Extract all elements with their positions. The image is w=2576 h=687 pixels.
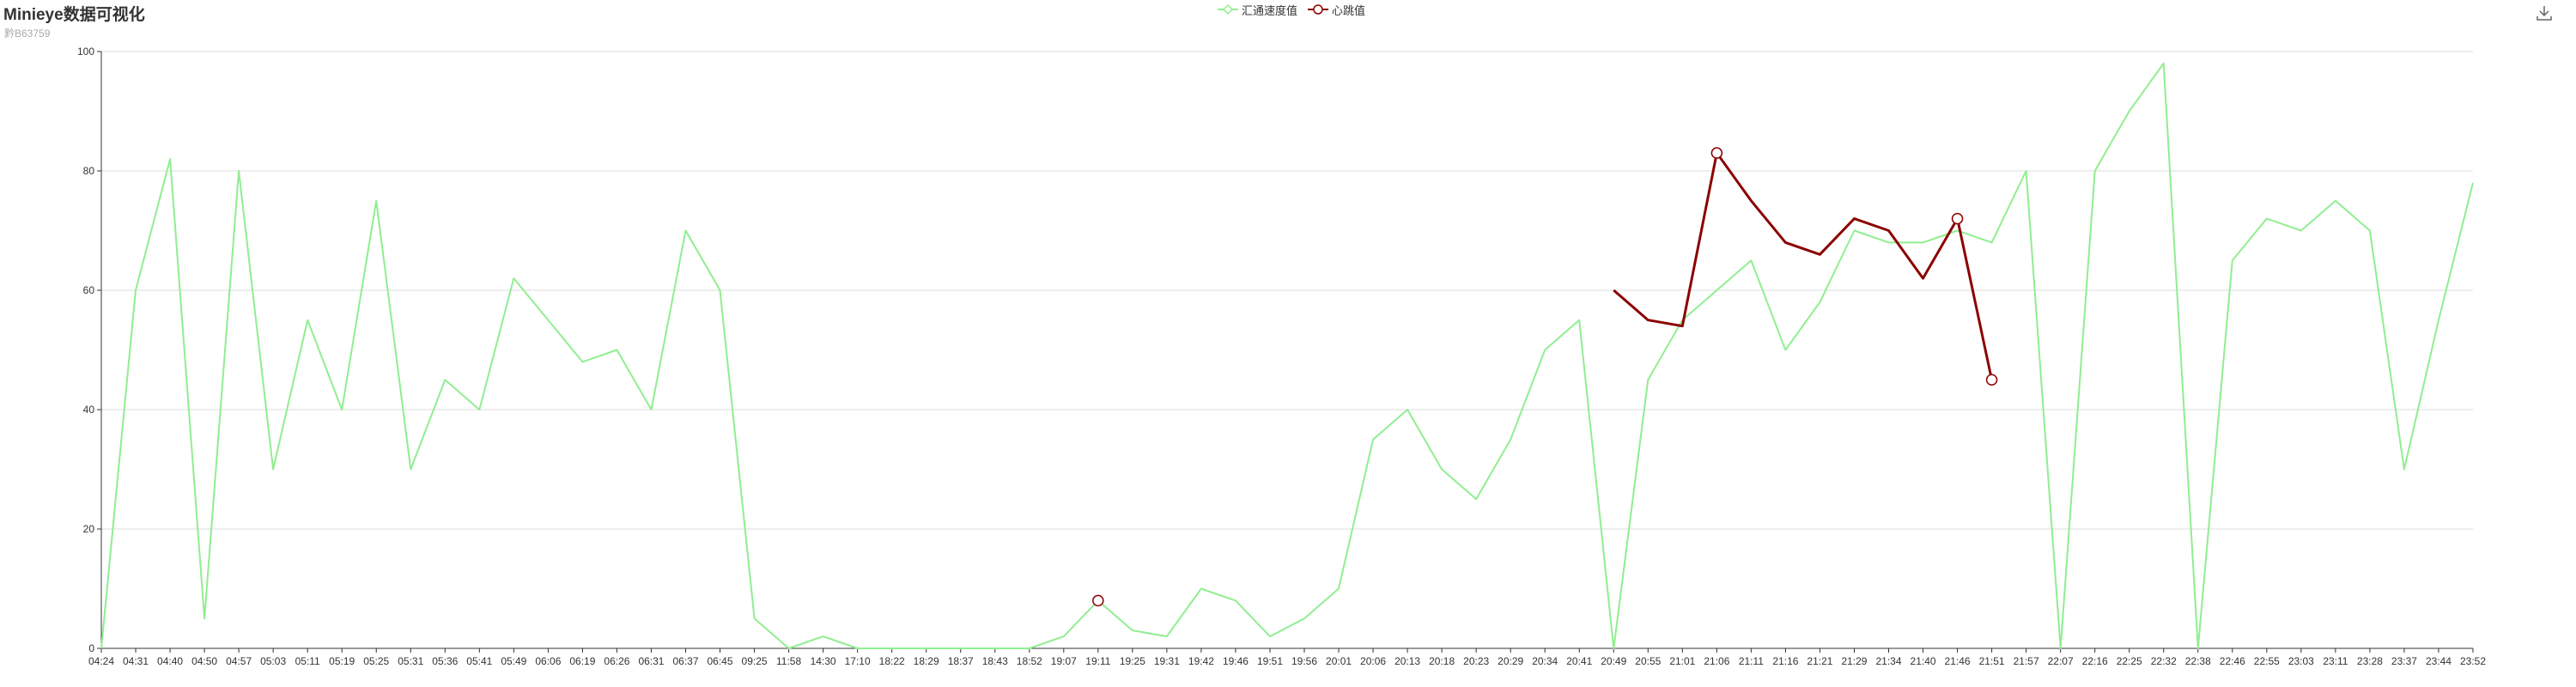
x-tick-label: 06:31	[638, 655, 664, 667]
x-tick-label: 05:36	[432, 655, 458, 667]
legend-label-series-1: 汇通速度值	[1242, 3, 1298, 17]
x-tick-label: 19:11	[1085, 655, 1110, 667]
x-tick-label: 05:49	[501, 655, 526, 667]
x-tick-label: 05:03	[260, 655, 286, 667]
x-tick-label: 04:50	[191, 655, 217, 667]
x-tick-label: 09:25	[742, 655, 768, 667]
x-tick-label: 06:19	[569, 655, 595, 667]
x-tick-label: 20:13	[1394, 655, 1420, 667]
x-tick-label: 18:22	[879, 655, 905, 667]
x-tick-label: 22:25	[2117, 655, 2142, 667]
x-tick-label: 19:25	[1120, 655, 1145, 667]
y-tick-label: 60	[83, 284, 95, 296]
x-tick-label: 18:52	[1017, 655, 1042, 667]
x-tick-label: 04:24	[88, 655, 114, 667]
x-tick-label: 19:51	[1257, 655, 1283, 667]
x-tick-label: 23:52	[2460, 655, 2486, 667]
chart-title: Minieye数据可视化	[3, 6, 145, 24]
x-tick-label: 23:37	[2391, 655, 2417, 667]
x-tick-label: 04:31	[123, 655, 149, 667]
x-tick-label: 22:38	[2185, 655, 2211, 667]
x-tick-label: 22:07	[2048, 655, 2074, 667]
x-tick-label: 20:49	[1601, 655, 1626, 667]
series-line-1	[100, 62, 2474, 649]
legend-label-series-2: 心跳值	[1332, 3, 1366, 17]
x-tick-label: 19:07	[1051, 655, 1077, 667]
x-tick-label: 05:11	[295, 655, 320, 667]
x-tick-label: 18:37	[948, 655, 974, 667]
x-tick-label: 21:40	[1911, 655, 1936, 667]
x-tick-label: 06:45	[708, 655, 733, 667]
x-tick-label: 20:55	[1635, 655, 1661, 667]
x-tick-label: 22:32	[2151, 655, 2177, 667]
x-tick-label: 05:41	[466, 655, 492, 667]
x-tick-label: 21:34	[1875, 655, 1901, 667]
x-tick-label: 20:06	[1360, 655, 1386, 667]
series-2-point[interactable]	[1092, 594, 1104, 607]
x-tick-label: 22:55	[2254, 655, 2280, 667]
x-tick-label: 21:29	[1841, 655, 1867, 667]
x-tick-label: 20:18	[1429, 655, 1455, 667]
download-icon[interactable]	[2535, 3, 2554, 22]
y-tick-label: 100	[77, 46, 94, 58]
x-tick-label: 21:46	[1945, 655, 1971, 667]
x-tick-label: 21:06	[1704, 655, 1729, 667]
x-tick-label: 06:06	[535, 655, 561, 667]
legend: 汇通速度值 心跳值	[1218, 2, 1376, 17]
x-tick-label: 20:34	[1532, 655, 1558, 667]
x-tick-label: 23:44	[2426, 655, 2451, 667]
x-tick-label: 20:29	[1498, 655, 1523, 667]
series-2-point[interactable]	[1710, 147, 1723, 159]
x-tick-label: 20:01	[1326, 655, 1352, 667]
x-tick-label: 19:31	[1154, 655, 1180, 667]
x-tick-label: 20:23	[1463, 655, 1489, 667]
x-tick-label: 20:41	[1566, 655, 1592, 667]
x-tick-label: 19:46	[1223, 655, 1249, 667]
x-tick-label: 19:56	[1291, 655, 1317, 667]
x-tick-label: 05:25	[363, 655, 389, 667]
x-tick-label: 06:37	[672, 655, 698, 667]
x-tick-label: 17:10	[845, 655, 871, 667]
x-tick-label: 14:30	[811, 655, 836, 667]
y-tick-label: 20	[83, 523, 95, 535]
x-tick-label: 05:31	[398, 655, 423, 667]
x-tick-label: 23:28	[2357, 655, 2383, 667]
series-2-point[interactable]	[1951, 212, 1964, 225]
legend-item-series-2[interactable]: 心跳值	[1308, 2, 1365, 18]
x-tick-label: 21:21	[1807, 655, 1832, 667]
x-tick-label: 22:46	[2220, 655, 2245, 667]
x-tick-label: 05:19	[329, 655, 355, 667]
x-tick-label: 22:16	[2082, 655, 2108, 667]
chart-subtitle: 黔B63759	[4, 27, 51, 40]
x-tick-label: 21:01	[1669, 655, 1695, 667]
y-tick-label: 80	[83, 165, 95, 177]
y-tick-label: 0	[88, 642, 94, 654]
legend-marker-circle-icon	[1308, 4, 1329, 15]
x-tick-label: 21:11	[1739, 655, 1764, 667]
x-tick-label: 11:58	[776, 655, 801, 667]
legend-item-series-1[interactable]: 汇通速度值	[1218, 2, 1297, 18]
series-line-2	[1613, 151, 1994, 380]
x-tick-label: 21:57	[2014, 655, 2039, 667]
x-tick-label: 19:42	[1188, 655, 1214, 667]
x-tick-label: 04:57	[226, 655, 252, 667]
x-tick-label: 23:03	[2288, 655, 2314, 667]
x-tick-label: 23:11	[2323, 655, 2348, 667]
x-tick-label: 04:40	[157, 655, 183, 667]
y-tick-label: 40	[83, 404, 95, 416]
x-tick-label: 18:29	[914, 655, 939, 667]
series-2-point[interactable]	[1985, 374, 1998, 386]
x-tick-label: 21:51	[1979, 655, 2005, 667]
x-tick-label: 06:26	[604, 655, 629, 667]
x-tick-label: 21:16	[1772, 655, 1798, 667]
x-tick-label: 18:43	[982, 655, 1008, 667]
legend-marker-diamond-icon	[1218, 3, 1238, 15]
